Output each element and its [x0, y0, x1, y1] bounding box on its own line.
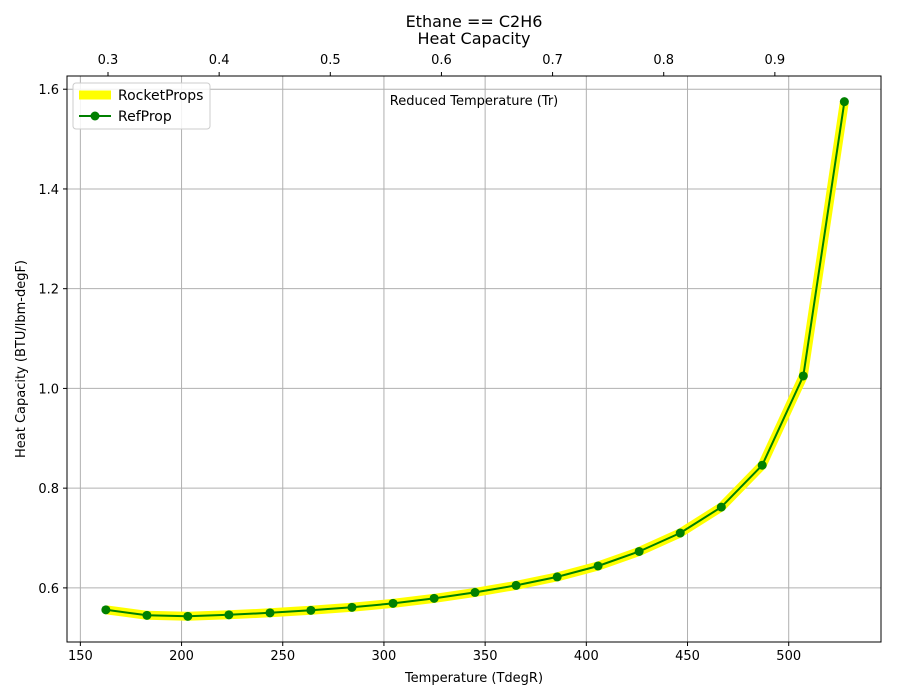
chart-title-line2: Heat Capacity — [418, 29, 531, 48]
x2-tick-label: 0.5 — [320, 53, 341, 68]
chart-title-line1: Ethane == C2H6 — [406, 12, 543, 31]
data-point-refprop — [265, 608, 275, 618]
secondary-x-axis: 0.3 0.4 0.5 0.6 0.7 0.8 0.9 — [98, 53, 786, 76]
data-point-refprop — [552, 572, 562, 582]
x-axis-label: Temperature (TdegR) — [404, 671, 543, 686]
x-axis: 150 200 250 300 350 400 450 500 — [68, 642, 801, 664]
plot-frame — [66, 75, 882, 643]
x2-tick-label: 0.6 — [431, 53, 452, 68]
x2-tick-label: 0.9 — [765, 53, 786, 68]
data-point-refprop — [511, 580, 521, 590]
y-tick-label: 1.4 — [38, 183, 59, 198]
x-tick-label: 350 — [473, 649, 498, 664]
y-tick-label: 1.2 — [38, 283, 59, 298]
data-point-refprop — [839, 97, 849, 107]
x-tick-label: 250 — [270, 649, 295, 664]
series-layer — [101, 97, 849, 621]
data-point-refprop — [388, 598, 398, 608]
x-tick-label: 400 — [574, 649, 599, 664]
data-point-refprop — [757, 460, 767, 470]
y-axis: 0.6 0.8 1.0 1.2 1.4 1.6 — [38, 83, 67, 597]
data-point-refprop — [634, 546, 644, 556]
data-point-refprop — [716, 502, 726, 512]
data-point-refprop — [101, 605, 111, 615]
legend-marker-refprop — [90, 111, 100, 121]
x-tick-label: 500 — [776, 649, 801, 664]
y-tick-label: 0.6 — [38, 582, 59, 597]
data-point-refprop — [798, 371, 808, 381]
x2-tick-label: 0.3 — [98, 53, 119, 68]
secondary-x-axis-label: Reduced Temperature (Tr) — [390, 94, 558, 109]
data-point-refprop — [142, 610, 152, 620]
legend: RocketProps RefProp — [72, 82, 211, 130]
data-point-refprop — [306, 605, 316, 615]
x-tick-label: 450 — [675, 649, 700, 664]
y-tick-label: 1.6 — [38, 83, 59, 98]
data-point-refprop — [593, 561, 603, 571]
y-axis-label: Heat Capacity (BTU/lbm-degF) — [14, 260, 29, 458]
data-point-refprop — [470, 587, 480, 597]
data-point-refprop — [675, 528, 685, 538]
x-tick-label: 300 — [372, 649, 397, 664]
y-tick-label: 1.0 — [38, 382, 59, 397]
data-point-refprop — [347, 602, 357, 612]
data-point-refprop — [183, 611, 193, 621]
legend-label-rocketprops: RocketProps — [118, 88, 203, 104]
x2-tick-label: 0.4 — [209, 53, 230, 68]
legend-label-refprop: RefProp — [118, 109, 172, 125]
x-tick-label: 200 — [169, 649, 194, 664]
x2-tick-label: 0.8 — [653, 53, 674, 68]
data-point-refprop — [224, 610, 234, 620]
x-tick-label: 150 — [68, 649, 93, 664]
x2-tick-label: 0.7 — [542, 53, 563, 68]
data-point-refprop — [429, 593, 439, 603]
y-tick-label: 0.8 — [38, 482, 59, 497]
